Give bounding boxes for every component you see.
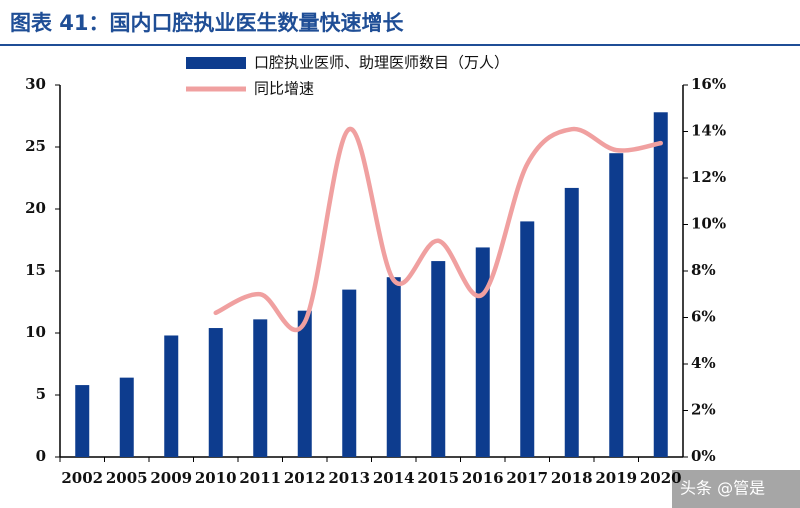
y2-tick-label: 4% — [691, 354, 716, 372]
y2-tick-label: 10% — [691, 215, 726, 233]
bar — [297, 310, 312, 457]
y2-tick-label: 12% — [691, 168, 726, 186]
y2-tick-label: 16% — [691, 75, 726, 93]
x-tick-label: 2019 — [595, 469, 637, 487]
watermark-bg — [672, 470, 800, 508]
bar — [253, 319, 268, 457]
watermark: 头条 @管是 — [680, 479, 765, 498]
x-tick-label: 2005 — [106, 469, 148, 487]
line — [213, 126, 663, 333]
y2-tick-label: 0% — [691, 447, 716, 465]
bar — [609, 153, 624, 457]
bar — [342, 289, 357, 457]
y-tick-label: 10 — [25, 323, 46, 341]
x-tick-label: 2018 — [551, 469, 593, 487]
y-tick-label: 5 — [36, 385, 46, 403]
x-tick-label: 2017 — [506, 469, 548, 487]
y-tick-label: 0 — [36, 447, 46, 465]
bar — [564, 187, 579, 458]
y2-tick-label: 14% — [691, 122, 726, 140]
x-tick-label: 2010 — [195, 469, 237, 487]
bar — [386, 277, 401, 457]
x-tick-label: 2013 — [328, 469, 370, 487]
y2-tick-label: 8% — [691, 261, 716, 279]
chart-title: 图表 41：国内口腔执业医生数量快速增长 — [10, 11, 405, 35]
legend-label: 同比增速 — [254, 80, 314, 98]
x-tick-label: 2014 — [373, 469, 415, 487]
y-tick-label: 20 — [25, 199, 46, 217]
bar — [520, 221, 535, 457]
x-tick-label: 2016 — [462, 469, 504, 487]
bar — [208, 328, 223, 457]
y2-tick-label: 6% — [691, 308, 716, 326]
bar — [75, 385, 90, 457]
bar — [431, 261, 446, 457]
x-tick-label: 2020 — [640, 469, 682, 487]
x-tick-label: 2002 — [61, 469, 103, 487]
y-tick-label: 25 — [25, 137, 46, 155]
y-tick-label: 15 — [25, 261, 46, 279]
y2-tick-label: 2% — [691, 401, 716, 419]
x-tick-label: 2011 — [239, 469, 281, 487]
bar — [164, 335, 179, 457]
y-tick-label: 30 — [25, 75, 46, 93]
bar — [119, 377, 134, 457]
bar — [653, 112, 668, 457]
legend-swatch — [186, 57, 246, 69]
x-tick-label: 2015 — [417, 469, 459, 487]
x-tick-label: 2009 — [150, 469, 192, 487]
x-tick-label: 2012 — [284, 469, 326, 487]
bar — [475, 247, 490, 457]
legend-label: 口腔执业医师、助理医师数目（万人） — [254, 54, 509, 72]
